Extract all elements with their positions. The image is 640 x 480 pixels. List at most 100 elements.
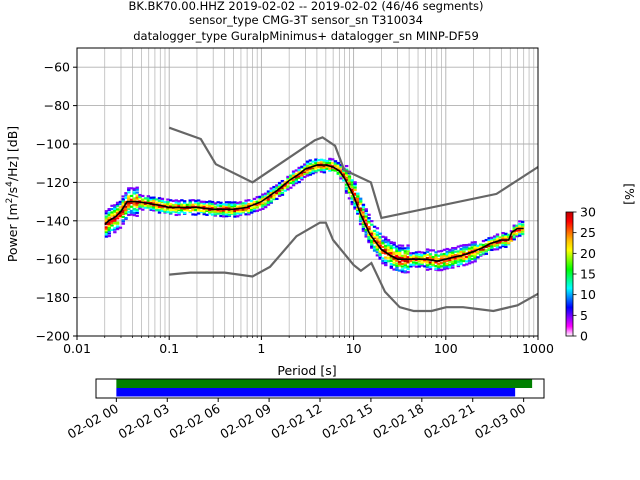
- heatmap-cell: [356, 192, 360, 195]
- heatmap-cell: [322, 159, 327, 162]
- heatmap-cell: [263, 203, 268, 207]
- heatmap-cell: [350, 188, 354, 192]
- heatmap-cell: [132, 209, 137, 212]
- heatmap-cell: [425, 248, 430, 251]
- heatmap-cell: [160, 197, 165, 200]
- heatmap-cell: [171, 208, 176, 212]
- heatmap-cell: [358, 215, 363, 218]
- heatmap-cell: [289, 179, 293, 183]
- heatmap-cell: [272, 190, 276, 193]
- heatmap-cell: [347, 184, 352, 188]
- heatmap-cell: [406, 250, 410, 253]
- heatmap-cell: [492, 243, 497, 246]
- heatmap-cell: [411, 261, 416, 264]
- heatmap-cell: [448, 248, 452, 251]
- heatmap-cell: [205, 204, 209, 207]
- heatmap-cell: [135, 205, 139, 208]
- heatmap-cell: [174, 210, 178, 213]
- heatmap-cell: [448, 260, 452, 263]
- heatmap-cell: [370, 233, 374, 236]
- heatmap-cell: [115, 209, 120, 213]
- heatmap-cell: [222, 203, 226, 206]
- heatmap-cell: [289, 174, 293, 177]
- heatmap-cell: [375, 237, 380, 240]
- heatmap-cell: [113, 227, 117, 230]
- heatmap-cell: [115, 208, 120, 211]
- heatmap-cell: [174, 213, 178, 217]
- heatmap-cell: [157, 205, 162, 208]
- heatmap-cell: [506, 242, 511, 245]
- heatmap-cell: [515, 224, 519, 227]
- heatmap-cell: [358, 210, 363, 213]
- heatmap-cell: [247, 209, 251, 213]
- heatmap-cell: [411, 252, 416, 255]
- heatmap-cell: [152, 207, 156, 210]
- heatmap-cell: [381, 251, 385, 254]
- heatmap-cell: [127, 201, 131, 204]
- heatmap-cell: [258, 197, 262, 200]
- heatmap-cell: [308, 167, 313, 170]
- heatmap-cell: [361, 208, 366, 211]
- heatmap-cell: [381, 245, 385, 249]
- heatmap-cell: [238, 213, 243, 216]
- heatmap-cell: [115, 205, 120, 208]
- heatmap-cell: [149, 196, 153, 199]
- heatmap-cell: [490, 246, 494, 249]
- heatmap-cell: [110, 208, 114, 211]
- heatmap-cell: [414, 261, 419, 264]
- x-tick-label: 10: [346, 341, 362, 356]
- heatmap-cell: [414, 251, 419, 254]
- heatmap-cell: [504, 235, 508, 239]
- heatmap-cell: [255, 203, 259, 206]
- heatmap-cell: [210, 200, 215, 204]
- heatmap-cell: [236, 215, 240, 218]
- heatmap-cell: [364, 212, 368, 215]
- heatmap-cell: [286, 188, 290, 191]
- heatmap-cell: [350, 179, 354, 182]
- heatmap-cell: [512, 233, 516, 236]
- heatmap-cell: [141, 194, 145, 198]
- heatmap-cell: [115, 227, 120, 231]
- heatmap-cell: [269, 195, 273, 198]
- heatmap-cell: [367, 225, 371, 229]
- heatmap-cell: [495, 246, 500, 249]
- heatmap-cell: [107, 221, 111, 224]
- heatmap-cell: [230, 211, 234, 214]
- heatmap-cell: [367, 229, 371, 232]
- heatmap-cell: [395, 247, 399, 251]
- timeline-bar: [116, 388, 516, 397]
- heatmap-cell: [113, 219, 117, 222]
- heatmap-cell: [384, 246, 388, 249]
- heatmap-cell: [398, 244, 402, 247]
- heatmap-cell: [121, 209, 125, 212]
- heatmap-cell: [177, 213, 181, 216]
- heatmap-cell: [294, 172, 299, 175]
- heatmap-cell: [417, 257, 421, 260]
- heatmap-cell: [328, 159, 332, 162]
- heatmap-cell: [261, 205, 265, 208]
- heatmap-cell: [434, 265, 438, 268]
- heatmap-cell: [129, 198, 134, 201]
- heatmap-cell: [453, 260, 458, 263]
- heatmap-cell: [266, 198, 271, 201]
- heatmap-cell: [515, 232, 519, 235]
- heatmap-cell: [286, 185, 290, 188]
- heatmap-cell: [378, 232, 382, 235]
- heatmap-cell: [392, 268, 396, 271]
- heatmap-cell: [358, 218, 363, 221]
- heatmap-cell: [420, 262, 424, 266]
- heatmap-cell: [442, 252, 447, 256]
- heatmap-cell: [509, 230, 514, 233]
- heatmap-cell: [473, 256, 477, 259]
- heatmap-cell: [423, 259, 427, 262]
- heatmap-cell: [110, 211, 114, 214]
- heatmap-cell: [110, 228, 114, 232]
- heatmap-cell: [375, 227, 380, 230]
- heatmap-cell: [132, 202, 137, 205]
- heatmap-cell: [403, 259, 408, 263]
- heatmap-cell: [347, 181, 352, 184]
- heatmap-cell: [241, 202, 246, 205]
- heatmap-cell: [384, 238, 388, 241]
- heatmap-cell: [230, 209, 234, 213]
- heatmap-cell: [509, 235, 514, 238]
